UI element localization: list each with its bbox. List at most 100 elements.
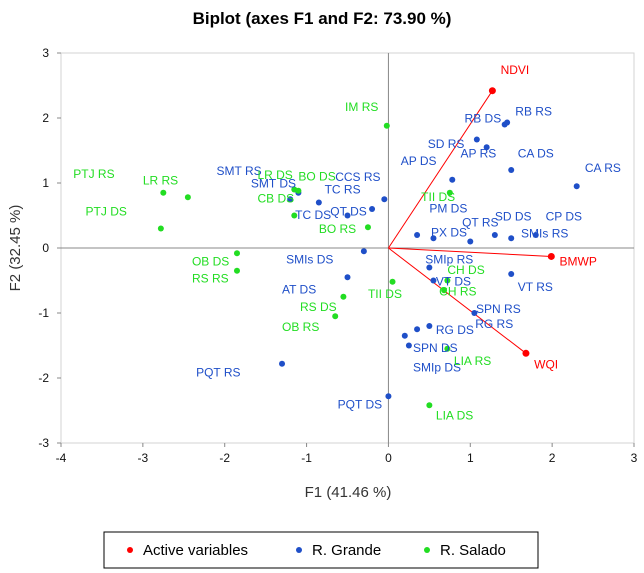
label-salado-ob-rs: OB RS — [282, 320, 319, 334]
point-grande-spn-ds — [401, 332, 408, 339]
point-grande-smip-ds — [405, 342, 412, 349]
x-tick-label: -3 — [138, 451, 149, 465]
x-tick-label: -4 — [56, 451, 67, 465]
vector-ndvi — [388, 90, 493, 249]
point-salado-ob-ds — [233, 250, 240, 257]
x-tick-label: 3 — [631, 451, 638, 465]
point-grande-vt-ds — [430, 277, 437, 284]
point-grande-tc-ds — [315, 199, 322, 206]
point-grande-ap-rs — [483, 144, 490, 151]
point-grande-sd-ds — [491, 232, 498, 238]
label-grande-pm-ds: PM DS — [429, 201, 467, 215]
vector-layer — [388, 90, 552, 354]
x-tick-label: 1 — [467, 451, 474, 465]
label-grande-pqt-ds: PQT DS — [338, 398, 382, 412]
label-grande-qt-rs: QT RS — [462, 216, 498, 230]
point-grande-rg-ds — [414, 326, 421, 333]
label-salado-ob-ds: OB DS — [192, 255, 229, 269]
point-salado-bo-rs — [364, 224, 371, 231]
label-grande-tc-ds: TC DS — [295, 208, 331, 222]
point-salado-ptj-rs — [160, 189, 167, 196]
point-salado-lia-ds — [426, 402, 433, 409]
point-active-wqi — [522, 349, 530, 357]
label-salado-tii-ds: TII DS — [421, 190, 455, 204]
point-grande-smip-rs — [426, 264, 433, 271]
point-grande-tc-rs — [369, 206, 376, 212]
point-grande-rb-rs — [504, 119, 511, 126]
y-tick-label: 3 — [42, 46, 49, 60]
x-tick-label: 0 — [385, 451, 392, 465]
label-grande-smip-ds: SMIp DS — [413, 361, 461, 375]
label-salado-ptj-ds: PTJ DS — [86, 205, 127, 219]
label-grande-vt-rs: VT RS — [518, 280, 553, 294]
legend-label-grande: R. Grande — [312, 542, 381, 559]
label-salado-tii-ds: TII DS — [368, 287, 402, 301]
point-grande-ca-ds — [508, 167, 515, 173]
point-grande-px-ds — [414, 232, 421, 238]
label-grande-vt-ds: VT DS — [436, 275, 471, 289]
point-salado-bo-ds — [295, 187, 302, 194]
label-grande-qt-ds: QT DS — [330, 205, 366, 219]
point-grande-smis-rs — [508, 235, 515, 242]
y-tick-label: 0 — [42, 241, 49, 255]
point-grande-pqt-rs — [279, 360, 286, 367]
point-grande-rg-rs — [426, 323, 433, 329]
label-grande-smt-rs: SMT RS — [217, 164, 262, 178]
point-salado-im-rs — [383, 122, 390, 129]
point-grande-sd-rs — [473, 136, 480, 143]
label-salado-rs-ds: RS DS — [300, 300, 337, 314]
point-grande-ccs-rs — [381, 196, 388, 203]
point-grande-at-ds — [344, 274, 351, 281]
label-grande-cp-ds: CP DS — [546, 210, 582, 224]
label-grande-smip-rs: SMIp RS — [425, 253, 473, 267]
legend-marker-grande — [296, 547, 302, 553]
label-salado-bo-ds: BO DS — [298, 169, 335, 183]
label-grande-ca-rs: CA RS — [585, 161, 621, 175]
label-grande-smt-ds: SMT DS — [251, 177, 296, 191]
point-salado-cb-ds — [291, 212, 298, 219]
point-grande-smis-ds — [360, 248, 367, 255]
label-grande-ap-rs: AP RS — [460, 147, 496, 161]
point-salado-ch-ds — [444, 277, 451, 284]
label-salado-lia-ds: LIA DS — [436, 409, 473, 423]
legend-label-salado: R. Salado — [440, 542, 506, 559]
x-tick-label: -2 — [219, 451, 230, 465]
point-grande-cp-ds — [532, 232, 539, 238]
label-grande-sd-ds: SD DS — [495, 210, 532, 224]
legend-label-active: Active variables — [143, 542, 248, 559]
point-grande-vt-rs — [508, 271, 515, 277]
label-grande-ca-ds: CA DS — [518, 147, 554, 161]
label-grande-at-ds: AT DS — [282, 283, 316, 297]
y-axis-label: F2 (32.45 %) — [7, 205, 24, 292]
label-grande-spn-ds: SPN DS — [413, 341, 458, 355]
x-tick-label: 2 — [549, 451, 556, 465]
label-salado-lia-rs: LIA RS — [454, 354, 491, 368]
point-grande-ap-ds — [449, 176, 456, 183]
label-grande-smis-rs: SMIs RS — [521, 227, 568, 241]
label-salado-bo-rs: BO RS — [319, 222, 356, 236]
label-grande-rb-rs: RB RS — [515, 104, 552, 118]
point-salado-tii-ds — [389, 278, 396, 285]
label-salado-cb-ds: CB DS — [257, 192, 294, 206]
label-active-ndvi: NDVI — [501, 63, 530, 77]
y-tick-label: 1 — [42, 176, 49, 190]
label-grande-sd-rs: SD RS — [428, 137, 465, 151]
x-tick-label: -1 — [301, 451, 312, 465]
label-active-wqi: WQI — [534, 357, 558, 371]
label-grande-pqt-rs: PQT RS — [196, 366, 240, 380]
y-tick-label: -1 — [38, 306, 49, 320]
point-salado-rs-ds — [340, 293, 347, 300]
point-grande-spn-rs — [471, 310, 478, 316]
label-active-bmwp: BMWP — [560, 255, 597, 269]
legend-box — [103, 531, 539, 569]
y-tick-label: -2 — [38, 371, 49, 385]
label-grande-smis-ds: SMIs DS — [286, 253, 333, 267]
label-grande-px-ds: PX DS — [431, 225, 467, 239]
point-grande-qt-rs — [467, 238, 474, 245]
vector-bmwp — [388, 247, 552, 257]
point-salado-ob-rs — [332, 313, 339, 320]
point-salado-lr-rs — [184, 194, 191, 201]
chart-title: Biplot (axes F1 and F2: 73.90 %) — [193, 9, 452, 28]
vector-wqi — [388, 247, 527, 354]
